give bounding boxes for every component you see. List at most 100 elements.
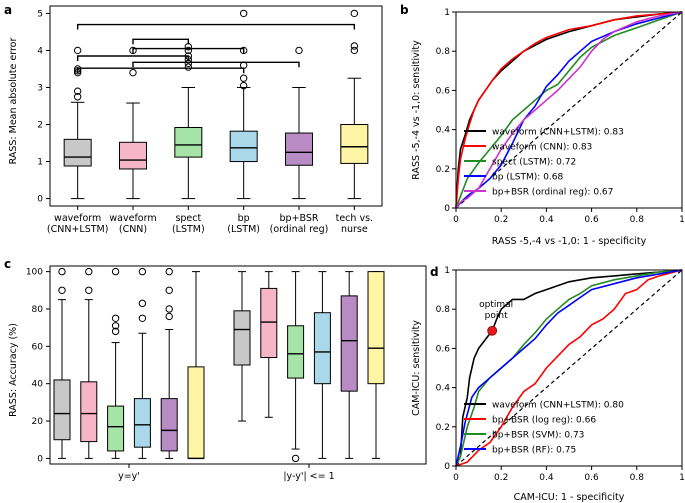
flier-c-0-1-0: [85, 286, 93, 294]
box-c-0-3: [133, 398, 151, 448]
box-a-1: [119, 141, 147, 170]
significance-bracket-4: [132, 61, 300, 68]
b-legend-label-2: spect (LSTM): 0.72: [492, 158, 576, 168]
b-series-line-4: [455, 11, 683, 209]
flier-c-0-1-1: [85, 267, 93, 276]
flier-a-0-0: [73, 93, 82, 101]
d-legend-label-0: waveform (CNN+LSTM): 0.80: [492, 401, 624, 411]
panel-d-xlabel: CAM-ICU: 1 - specificity: [514, 492, 625, 503]
panel-b-ylabel: RASS -5,-4 vs -1,0: sensitivity: [411, 40, 422, 180]
panel-b-axes-frame: [455, 11, 683, 209]
a-category-label-0: waveform: [54, 213, 101, 224]
b-series-line-2: [455, 11, 683, 209]
a-ytick-label-1: 1: [37, 158, 43, 168]
optimal-point-marker: [487, 325, 498, 336]
c-ytick-label-3: 60: [32, 342, 44, 352]
flier-c-0-3-2: [138, 267, 147, 276]
flier-c-0-0-0: [58, 286, 66, 294]
d-legend-label-2: bp+BSR (SVM): 0.73: [492, 431, 584, 441]
a-ytick-label-3: 3: [37, 83, 43, 93]
flier-c-0-2-1: [111, 322, 120, 330]
b-ytick-label-1: 0.2: [436, 165, 450, 175]
a-category-label-5: nurse: [341, 224, 368, 235]
box-c-1-5: [367, 271, 385, 385]
box-c-1-0: [233, 310, 251, 366]
flier-c-0-4-1: [165, 305, 173, 313]
d-xtick-label-1: 0.2: [494, 473, 508, 483]
flier-a-3-3: [239, 46, 248, 55]
flier-a-4-0: [295, 46, 303, 55]
b-xtick-label-4: 0.8: [630, 215, 645, 225]
box-a-4: [285, 132, 313, 166]
flier-a-3-1: [239, 74, 248, 82]
flier-c-0-3-0: [138, 314, 147, 323]
optimal-point-label-1: point: [485, 311, 508, 321]
b-xtick-label-3: 0.6: [584, 215, 599, 225]
b-legend-label-1: waveform (CNN): 0.83: [492, 143, 592, 153]
flier-a-5-1: [350, 42, 359, 50]
a-category-label-5: tech vs.: [336, 213, 373, 224]
b-ytick-label-0: 0: [444, 204, 450, 214]
b-ytick-label-2: 0.4: [436, 126, 451, 136]
box-c-1-1: [260, 287, 278, 359]
panel-d-axes-frame: [455, 269, 683, 467]
a-ytick-label-2: 2: [37, 121, 43, 131]
significance-bracket-3: [76, 55, 190, 61]
a-category-label-1: waveform: [109, 213, 156, 224]
c-ytick-label-5: 100: [26, 268, 43, 278]
panel-d-ylabel: CAM-ICU: sensitivity: [411, 320, 422, 416]
flier-a-2-0: [184, 63, 193, 71]
box-c-0-4: [160, 398, 178, 452]
box-a-2: [174, 126, 203, 158]
d-xtick-label-0: 0: [453, 473, 459, 483]
d-ytick-label-2: 0.4: [436, 384, 451, 394]
flier-a-2-1: [184, 59, 193, 68]
a-ytick-label-5: 5: [37, 9, 43, 19]
box-c-0-2: [107, 405, 125, 452]
panel-d-letter: d: [430, 265, 439, 279]
box-a-0: [63, 138, 92, 167]
significance-bracket-2: [132, 47, 245, 54]
flier-a-2-4: [184, 46, 193, 55]
c-ytick-label-2: 40: [32, 380, 44, 390]
b-ytick-label-4: 0.8: [436, 47, 451, 57]
c-ytick-label-4: 80: [32, 305, 44, 315]
box-c-1-2: [287, 325, 305, 379]
d-xtick-label-3: 0.6: [584, 473, 599, 483]
d-series-line-1: [455, 269, 683, 467]
d-ytick-label-4: 0.8: [436, 305, 451, 315]
c-ytick-label-0: 0: [37, 454, 43, 464]
significance-bracket-1: [132, 38, 190, 45]
flier-a-0-1: [73, 87, 82, 95]
flier-a-0-5: [73, 46, 82, 55]
flier-a-1-1: [129, 46, 137, 55]
b-legend-label-0: waveform (CNN+LSTM): 0.83: [492, 128, 624, 138]
a-category-label-2: spect: [175, 213, 201, 224]
a-category-label-3: (LSTM): [227, 224, 260, 235]
d-legend-label-3: bp+BSR (RF): 0.75: [492, 446, 576, 456]
a-ytick-label-0: 0: [37, 195, 43, 205]
flier-c-0-2-3: [111, 267, 120, 276]
flier-c-0-4-3: [165, 267, 173, 276]
panel-c-axes-frame: [49, 265, 427, 465]
significance-bracket-0: [76, 23, 356, 30]
panel-c-letter: c: [4, 257, 11, 271]
box-c-0-0: [53, 379, 71, 441]
b-legend-label-4: bp+BSR (ordinal reg): 0.67: [492, 188, 613, 198]
panel-b-letter: b: [400, 3, 409, 17]
panel-a-letter: a: [4, 3, 12, 17]
box-a-3: [229, 130, 258, 163]
panel-b: b RASS -5,-4 vs -1,0: sensitivity RASS -…: [400, 3, 685, 247]
c-group-label-1: |y-y'| <= 1: [283, 471, 334, 482]
box-c-0-1: [80, 381, 98, 443]
d-xtick-label-2: 0.4: [539, 473, 554, 483]
panel-a-axes-frame: [49, 5, 383, 207]
panel-a-ylabel: RASS: Mean absolute error: [8, 38, 19, 165]
panel-c-ylabel: RASS: Accuracy (%): [8, 323, 19, 417]
flier-c-0-0-1: [58, 267, 66, 276]
box-c-1-4: [340, 295, 358, 392]
flier-c-0-4-0: [165, 312, 173, 321]
flier-a-5-0: [350, 46, 359, 55]
panel-b-chance-line: [455, 11, 683, 209]
d-series-line-3: [455, 269, 683, 467]
